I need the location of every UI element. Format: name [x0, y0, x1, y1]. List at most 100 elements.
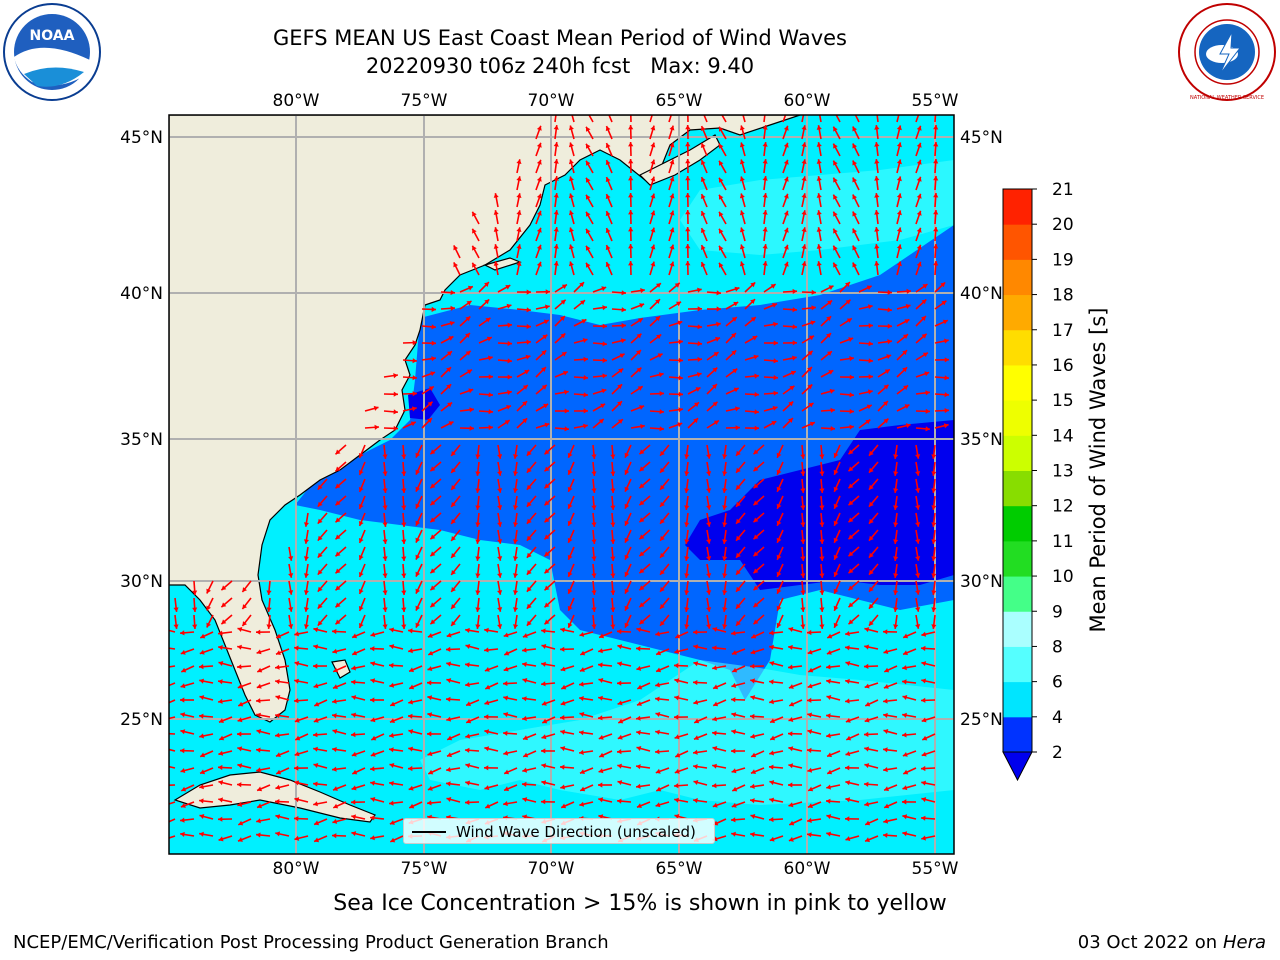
wave-direction-arrowhead [833, 143, 838, 149]
wave-direction-arrowhead [493, 227, 499, 232]
wave-direction-arrowhead [256, 649, 262, 655]
wave-direction-arrowhead [237, 664, 242, 670]
wave-direction-arrowhead [465, 763, 471, 769]
wave-direction-arrowhead [731, 768, 737, 774]
wave-direction-arrowhead [801, 261, 807, 266]
wave-direction-arrowhead [465, 627, 470, 633]
wave-direction-arrowhead [351, 679, 356, 685]
wave-direction-arrowhead [294, 661, 300, 666]
wave-direction-arrowhead [358, 521, 364, 526]
footer-credit: NCEP/EMC/Verification Post Processing Pr… [13, 932, 609, 953]
wave-direction-arrowhead [865, 701, 871, 707]
wave-direction-arrowhead [162, 627, 167, 632]
wave-direction-arrowhead [852, 211, 857, 217]
wave-direction-arrowhead [448, 336, 454, 341]
lon-label: 55°W [912, 91, 959, 111]
wave-direction-arrowhead [874, 125, 880, 130]
wave-direction-arrowhead [560, 666, 566, 672]
wave-direction-arrowhead [833, 228, 838, 234]
wave-direction-arrowhead [162, 821, 167, 826]
wave-direction-arrowhead [731, 630, 736, 636]
wave-direction-arrowhead [751, 769, 756, 774]
wave-direction-arrowhead [486, 336, 492, 342]
wave-direction-arrowhead [783, 210, 789, 216]
wave-direction-arrowhead [497, 607, 503, 612]
wave-direction-arrowhead [750, 814, 756, 819]
wave-direction-arrowhead [833, 503, 839, 509]
colorbar-tick-label: 2 [1052, 743, 1063, 763]
wave-direction-arrowhead [605, 177, 611, 183]
colorbar-tick-label: 20 [1052, 215, 1074, 235]
wave-direction-arrowhead [484, 729, 490, 735]
wave-direction-arrowhead [544, 449, 550, 455]
wave-direction-arrowhead [722, 539, 728, 544]
colorbar-segment [1003, 189, 1032, 225]
wave-direction-arrowhead [567, 452, 573, 458]
colorbar-segment [1003, 259, 1032, 296]
wave-direction-arrowhead [706, 590, 712, 595]
wave-direction-arrowhead [808, 786, 814, 792]
wave-direction-arrowhead [684, 539, 690, 544]
wave-direction-arrowhead [944, 357, 949, 363]
wave-direction-arrowhead [465, 350, 471, 356]
wave-direction-arrowhead [736, 467, 741, 473]
wave-direction-arrowhead [466, 718, 472, 724]
wave-direction-arrowhead [579, 632, 585, 637]
wave-direction-arrowhead [697, 324, 702, 330]
wave-direction-arrow [169, 682, 176, 687]
wave-direction-arrowhead [905, 423, 911, 429]
wave-direction-arrowhead [497, 573, 503, 578]
wave-direction-arrowhead [639, 517, 645, 523]
wave-direction-arrowhead [453, 262, 458, 268]
wave-direction-arrowhead [564, 408, 569, 414]
lat-label: 35°N [120, 430, 163, 450]
wave-direction-arrowhead [358, 589, 364, 594]
wave-direction-arrowhead [902, 665, 907, 671]
wave-direction-arrowhead [883, 649, 889, 654]
period-band-6-8-north [680, 160, 954, 255]
wave-direction-arrowhead [712, 783, 717, 789]
wave-direction-arrowhead [553, 261, 559, 266]
wave-direction-arrowhead [921, 645, 926, 651]
wave-direction-arrowhead [370, 797, 376, 802]
wave-direction-arrowhead [523, 752, 529, 758]
wave-direction-arrowhead [762, 244, 768, 249]
wave-direction-arrowhead [685, 142, 691, 147]
wave-direction-arrowhead [788, 401, 794, 407]
wave-direction-arrowhead [915, 522, 921, 527]
wave-direction-arrowhead [427, 712, 433, 718]
wave-direction-arrowhead [389, 781, 394, 786]
wave-direction-arrowhead [583, 392, 588, 398]
chart-title: GEFS MEAN US East Coast Mean Period of W… [273, 26, 847, 50]
wave-direction-arrowhead [451, 553, 456, 558]
wave-direction-arrowhead [389, 763, 395, 768]
wave-direction-arrowhead [485, 684, 491, 690]
wave-direction-arrowhead [513, 488, 519, 493]
wave-direction-arrowhead [816, 244, 822, 249]
wave-direction-arrowhead [275, 664, 280, 670]
wave-direction-arrowhead [896, 125, 902, 131]
wave-direction-arrowhead [739, 176, 745, 182]
wave-direction-arrowhead [816, 125, 822, 130]
wave-direction-arrowhead [739, 142, 745, 148]
colorbar-tick-label: 4 [1052, 708, 1063, 728]
wave-direction-arrowhead [617, 384, 623, 390]
wave-direction-arrowhead [382, 505, 388, 510]
wave-direction-arrowhead [916, 125, 922, 131]
wave-direction-arrowhead [617, 401, 622, 406]
wave-direction-arrowhead [678, 339, 683, 345]
wave-direction-arrowhead [674, 734, 680, 740]
wave-direction-arrowhead [617, 780, 623, 785]
wave-direction-arrowhead [849, 424, 854, 430]
wave-direction-arrowhead [541, 748, 546, 754]
wave-direction-arrowhead [788, 746, 794, 752]
wave-direction-arrowhead [807, 683, 813, 689]
wave-direction-arrowhead [465, 799, 470, 805]
wave-direction-arrowhead [915, 573, 921, 578]
wave-direction-arrowhead [488, 355, 493, 361]
wave-direction-arrowhead [739, 227, 745, 233]
wave-direction-arrowhead [902, 752, 908, 757]
wave-direction-arrowhead [568, 227, 574, 233]
wave-direction-arrowhead [522, 385, 528, 390]
colorbar-tick-label: 6 [1052, 673, 1063, 693]
